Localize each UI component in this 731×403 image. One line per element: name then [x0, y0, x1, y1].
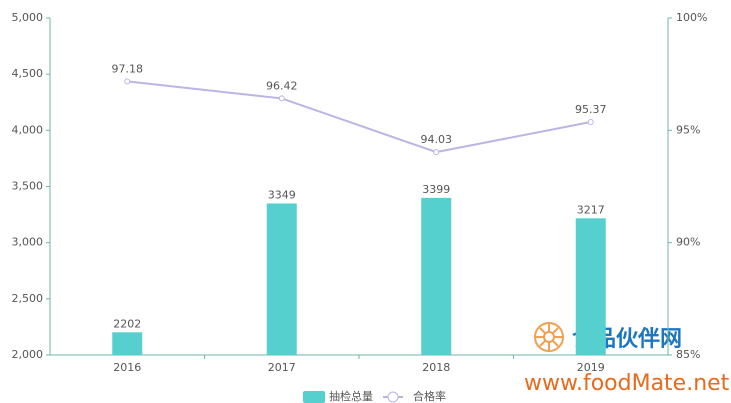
- y-tick-label: 2,500: [12, 292, 44, 305]
- line-point: [433, 149, 440, 156]
- data-label: 97.18: [112, 62, 144, 75]
- data-label: 94.03: [421, 133, 453, 146]
- y2-tick-label: 85%: [676, 348, 700, 361]
- bar: [575, 218, 606, 355]
- legend-marker: [387, 391, 399, 403]
- watermark-logo: [534, 322, 564, 352]
- bar: [112, 332, 143, 355]
- data-label: 3399: [422, 183, 450, 196]
- y2-tick-label: 90%: [676, 236, 700, 249]
- data-label: 3217: [577, 203, 605, 216]
- x-tick-label: 2018: [422, 361, 450, 374]
- x-tick-label: 2017: [268, 361, 296, 374]
- legend-label: 合格率: [413, 389, 446, 403]
- y-tick-label: 4,000: [12, 123, 44, 136]
- y2-tick-label: 95%: [676, 123, 700, 136]
- data-label: 95.37: [575, 103, 607, 116]
- y-tick-label: 2,000: [12, 348, 44, 361]
- y2-tick-label: 100%: [676, 11, 707, 24]
- data-label: 2202: [113, 317, 141, 330]
- legend-label: 抽检总量: [329, 389, 373, 403]
- bar: [421, 197, 452, 355]
- x-tick-label: 2016: [113, 361, 141, 374]
- data-label: 96.42: [266, 79, 298, 92]
- line-point: [587, 119, 594, 126]
- y-tick-label: 5,000: [12, 11, 44, 24]
- y-tick-label: 4,500: [12, 67, 44, 80]
- y-tick-label: 3,000: [12, 236, 44, 249]
- line-point: [278, 95, 285, 102]
- watermark-url: www.foodMate.net: [524, 371, 730, 396]
- data-label: 3349: [268, 188, 296, 201]
- line: [127, 80, 591, 154]
- y-tick-label: 3,500: [12, 180, 44, 193]
- line-point: [124, 78, 131, 85]
- bar: [266, 203, 297, 355]
- legend-swatch: [303, 391, 325, 403]
- x-tick-label: 2019: [577, 361, 605, 374]
